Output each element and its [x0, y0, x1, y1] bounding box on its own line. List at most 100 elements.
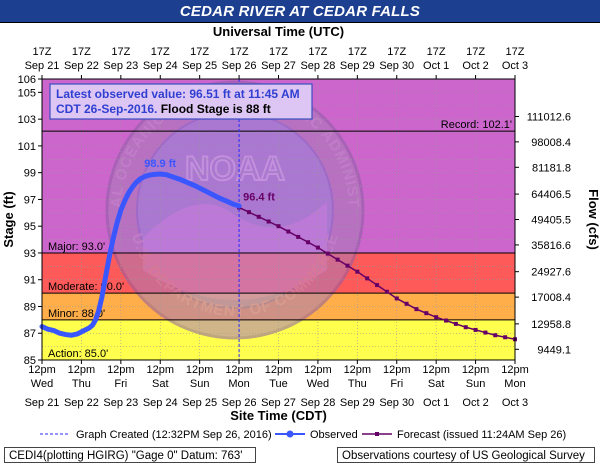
bottom-tick-day: Mon	[228, 378, 249, 390]
bottom-tick-day: Tue	[269, 378, 288, 390]
legend-forecast-marker	[375, 432, 379, 436]
forecast-point	[335, 257, 340, 262]
legend: Graph Created (12:32PM Sep 26, 2016) Obse…	[40, 429, 566, 441]
flow-tick-label: 111012.6	[527, 111, 571, 123]
bottom-tick-date: Sep 28	[300, 397, 335, 409]
bottom-tick-date: Sep 30	[379, 397, 414, 409]
y-tick-label: 106	[18, 74, 36, 86]
top-tick-date: Sep 21	[25, 60, 60, 72]
bottom-tick-time: 12pm	[107, 364, 135, 376]
y2-axis-title: Flow (cfs)	[586, 189, 600, 250]
chart-title-bar: CEDAR RIVER AT CEDAR FALLS	[0, 0, 600, 23]
bottom-tick-time: 12pm	[422, 364, 450, 376]
band-label-minor: Minor: 88.0'	[48, 308, 105, 320]
y-tick-label: 99	[24, 168, 36, 180]
bottom-tick-day: Sat	[428, 378, 445, 390]
flow-tick-label: 17008.4	[531, 292, 571, 304]
bottom-axis-title: Site Time (CDT)	[230, 408, 327, 423]
bottom-tick-date: Oct 2	[462, 397, 488, 409]
annotation-label: 98.9 ft	[144, 158, 176, 170]
forecast-point	[493, 333, 498, 338]
bottom-tick-day: Thu	[348, 378, 367, 390]
datum-info-box: CEDI4(plotting HGIRG) "Gage 0" Datum: 76…	[4, 447, 256, 463]
y-tick-label: 93	[24, 248, 36, 260]
forecast-point	[503, 335, 508, 340]
forecast-point	[306, 240, 311, 245]
top-tick-time: 17Z	[33, 46, 52, 58]
forecast-point	[424, 311, 429, 316]
legend-created-label: Graph Created (12:32PM Sep 26, 2016)	[76, 429, 272, 441]
forecast-point	[315, 245, 320, 250]
y-tick-label: 105	[18, 87, 36, 99]
forecast-point	[246, 210, 251, 215]
info-line2: CDT 26-Sep-2016. Flood Stage is 88 ft	[56, 102, 271, 116]
top-tick-date: Sep 28	[300, 60, 335, 72]
forecast-point	[256, 214, 261, 219]
y-tick-label: 97	[24, 194, 36, 206]
forecast-point	[384, 289, 389, 294]
bottom-tick-date: Sep 26	[222, 397, 257, 409]
forecast-point	[473, 327, 478, 332]
bottom-tick-date: Sep 29	[340, 397, 375, 409]
chart-title: CEDAR RIVER AT CEDAR FALLS	[179, 3, 421, 20]
top-tick-time: 17Z	[72, 46, 91, 58]
bottom-tick-day: Sat	[152, 378, 169, 390]
top-tick-date: Sep 30	[379, 60, 414, 72]
bottom-tick-time: 12pm	[501, 364, 529, 376]
forecast-point	[483, 330, 488, 335]
forecast-point	[453, 321, 458, 326]
attribution-box: Observations courtesy of US Geological S…	[337, 447, 595, 463]
forecast-point	[355, 269, 360, 274]
forecast-point	[266, 219, 271, 224]
forecast-point	[444, 318, 449, 323]
top-tick-date: Sep 29	[340, 60, 375, 72]
flow-tick-label: 12958.8	[531, 319, 571, 331]
forecast-point	[404, 301, 409, 306]
top-tick-date: Sep 27	[261, 60, 296, 72]
forecast-point	[296, 234, 301, 239]
top-tick-date: Sep 22	[64, 60, 99, 72]
observed-line	[39, 171, 242, 338]
flow-tick-label: 35816.6	[531, 240, 571, 252]
flow-tick-label: 81181.8	[532, 162, 571, 174]
info-line1: Latest observed value: 96.51 ft at 11:45…	[56, 87, 300, 101]
top-tick-date: Sep 23	[103, 60, 138, 72]
top-tick-time: 17Z	[308, 46, 327, 58]
top-tick-time: 17Z	[151, 46, 170, 58]
forecast-point	[325, 251, 330, 256]
bottom-tick-date: Sep 25	[182, 397, 217, 409]
top-tick-date: Oct 1	[423, 60, 449, 72]
band-label-moderate: Moderate: 90.0'	[48, 281, 124, 293]
bottom-tick-time: 12pm	[186, 364, 214, 376]
forecast-point	[375, 283, 380, 288]
forecast-point	[276, 224, 281, 229]
y-tick-label: 91	[24, 275, 36, 287]
y-axis-title: Stage (ft)	[1, 191, 16, 247]
top-tick-date: Sep 24	[143, 60, 178, 72]
top-axis-title: Universal Time (UTC)	[213, 24, 344, 39]
top-tick-time: 17Z	[387, 46, 406, 58]
bottom-tick-time: 12pm	[146, 364, 174, 376]
flow-tick-label: 9449.1	[537, 344, 571, 356]
bottom-tick-day: Wed	[307, 378, 329, 390]
bottom-tick-day: Fri	[390, 378, 403, 390]
latest-observation-box: Latest observed value: 96.51 ft at 11:45…	[49, 83, 313, 120]
seal-noaa-letters: NOAA	[185, 150, 285, 188]
bottom-tick-date: Oct 3	[502, 397, 528, 409]
flow-tick-label: 64406.5	[531, 189, 571, 201]
y-tick-label: 95	[24, 221, 36, 233]
record-label: Record: 102.1'	[441, 119, 512, 131]
bottom-tick-date: Oct 1	[423, 397, 449, 409]
flow-tick-label: 98008.4	[531, 137, 571, 149]
bottom-tick-date: Sep 21	[25, 397, 60, 409]
flow-tick-label: 49405.5	[531, 215, 571, 227]
top-tick-time: 17Z	[190, 46, 209, 58]
bottom-tick-day: Fri	[114, 378, 127, 390]
top-tick-time: 17Z	[348, 46, 367, 58]
top-tick-time: 17Z	[269, 46, 288, 58]
top-tick-date: Oct 2	[462, 60, 488, 72]
forecast-point	[286, 229, 291, 234]
bottom-tick-date: Sep 27	[261, 397, 296, 409]
bottom-tick-time: 12pm	[28, 364, 56, 376]
